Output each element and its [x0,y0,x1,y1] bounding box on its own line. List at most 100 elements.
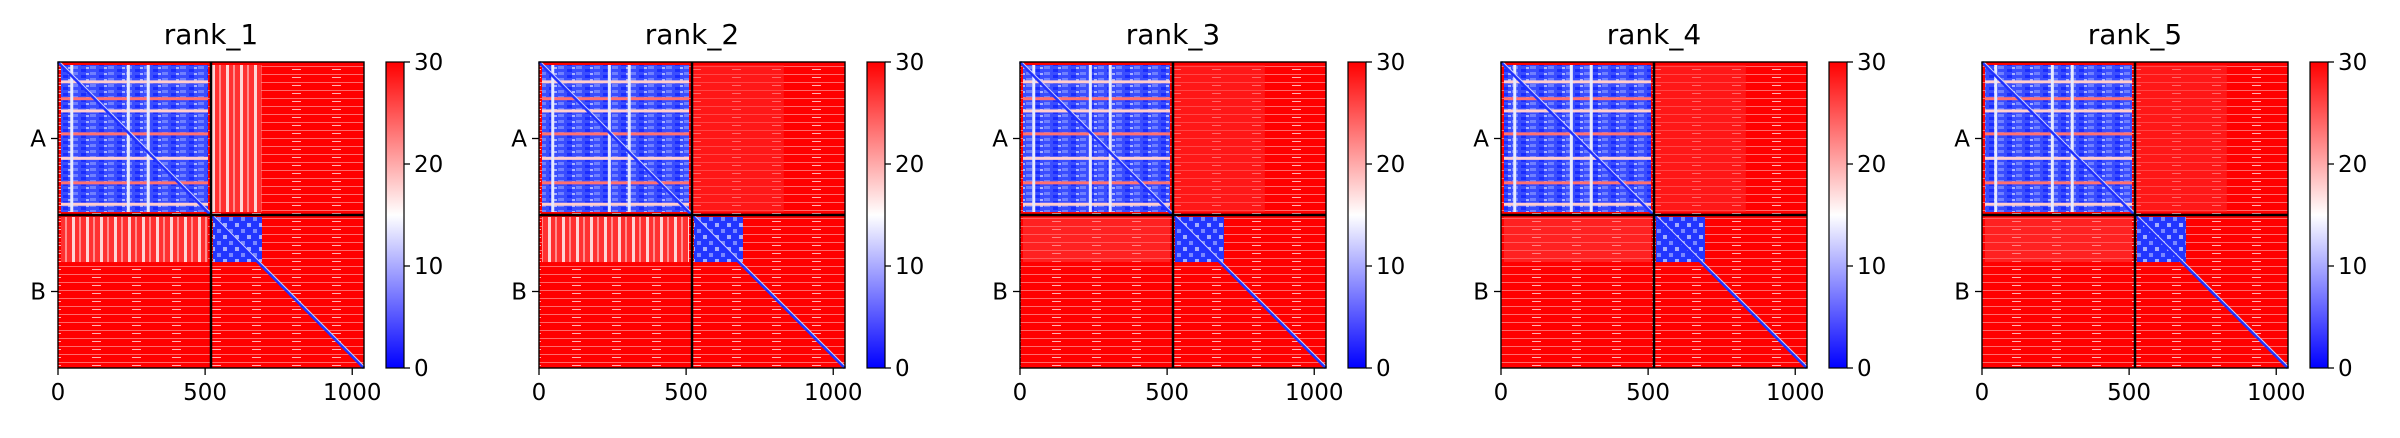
colorbar-tick-label: 30 [2338,50,2367,76]
colorbar-tick-label: 20 [1376,152,1405,178]
block-a-a-band [542,132,689,136]
heatmap-frame [1500,61,1808,369]
block-a-a-streak [2070,65,2074,212]
colorbar-tick-label: 30 [1857,50,1886,76]
heatmap-frame [57,61,365,369]
block-a-b [692,65,784,212]
block-a-a-band [1985,132,2132,136]
y-tick-label: A [1954,127,1970,153]
panel-title: rank_3 [1126,18,1220,51]
heatmap-frame [538,61,846,369]
block-a-a-band [61,109,208,113]
x-tick-label: 0 [1494,380,1509,406]
block-a-a-streak [627,65,631,212]
x-tick-label: 500 [1626,380,1670,406]
block-a-a-band [542,80,689,84]
panel-title: rank_4 [1607,18,1701,51]
block-a-a-streak [1088,65,1092,212]
block-a-a-band [1504,132,1651,136]
block-a-a-band [1504,156,1651,160]
block-a-a-streak [146,65,150,212]
block-b-a [1023,217,1170,263]
block-a-a-band [1985,109,2132,113]
colorbar-tick-label: 20 [2338,152,2367,178]
block-a-b [2135,65,2227,212]
block-a-a-band [542,97,689,101]
y-tick-label: B [1954,280,1970,306]
colorbar-tick-label: 30 [1376,50,1405,76]
block-b-a [61,217,208,263]
block-a-a-band [1504,109,1651,113]
colorbar-tick-label: 0 [1376,356,1391,382]
colorbar [1347,61,1367,369]
x-tick-label: 500 [1145,380,1189,406]
x-tick-label: 1000 [1766,380,1825,406]
colorbar-tick-label: 10 [414,254,443,280]
x-tick-label: 0 [1975,380,1990,406]
block-a-a-streak [1589,65,1593,212]
colorbar-tick-label: 0 [414,356,429,382]
heatmap-frame [1019,61,1327,369]
block-a-a-band [1985,80,2132,84]
panel-title: rank_2 [645,18,739,51]
colorbar-tick-label: 10 [895,254,924,280]
x-tick-label: 1000 [323,380,382,406]
panel-rank-1: rank_1 A B 0 500 1000 0 10 20 30 [30,18,443,406]
colorbar-tick-label: 20 [414,152,443,178]
panel-rank-3: rank_3 A B 0 500 1000 0 10 20 30 [992,18,1405,406]
block-a-a-band [61,156,208,160]
block-b-a [1985,217,2132,263]
block-a-a-streak [1513,65,1517,212]
block-a-a-band [1023,202,1170,206]
block-a-a-streak [1032,65,1036,212]
heatmap-frame [1981,61,2289,369]
block-a-a-band [1023,97,1170,101]
block-a-a-band [1504,181,1651,185]
block-a-a-band [1985,202,2132,206]
panel-rank-2: rank_2 A B 0 500 1000 0 10 20 30 [511,18,924,406]
block-a-a-band [542,156,689,160]
colorbar-tick-label: 0 [1857,356,1872,382]
block-a-a-band [1023,132,1170,136]
colorbar [385,61,405,369]
colorbar-tick-label: 0 [2338,356,2353,382]
block-a-a-streak [1994,65,1998,212]
block-a-a-streak [551,65,555,212]
colorbar-tick-label: 10 [1376,254,1405,280]
panel-rank-4: rank_4 A B 0 500 1000 0 10 20 30 [1473,18,1886,406]
block-a-a-band [542,109,689,113]
colorbar-tick-label: 30 [895,50,924,76]
block-a-a-band [61,202,208,206]
x-tick-label: 1000 [2247,380,2306,406]
block-a-a-streak [70,65,74,212]
colorbar-tick-label: 30 [414,50,443,76]
block-a-a-streak [1569,65,1573,212]
block-a-a-band [61,80,208,84]
colorbar-tick-label: 10 [2338,254,2367,280]
panel-rank-5: rank_5 A B 0 500 1000 0 10 20 30 [1954,18,2367,406]
block-a-a-streak [607,65,611,212]
panel-title: rank_5 [2088,18,2182,51]
y-tick-label: B [992,280,1008,306]
y-tick-label: B [1473,280,1489,306]
y-tick-label: A [30,127,46,153]
block-a-b [1654,65,1746,212]
block-a-a-streak [2050,65,2054,212]
block-a-a-streak [126,65,130,212]
block-a-a-band [61,132,208,136]
block-a-a-band [1504,80,1651,84]
y-tick-label: B [511,280,527,306]
block-a-a-band [542,202,689,206]
block-a-a-band [1023,156,1170,160]
block-a-a-band [61,181,208,185]
colorbar-tick-label: 10 [1857,254,1886,280]
colorbar [2309,61,2329,369]
block-a-a-band [1023,109,1170,113]
colorbar [1828,61,1848,369]
block-a-a-band [1023,80,1170,84]
block-a-b [1173,65,1265,212]
colorbar [866,61,886,369]
x-tick-label: 500 [2107,380,2151,406]
y-tick-label: A [992,127,1008,153]
block-a-a-band [1985,156,2132,160]
